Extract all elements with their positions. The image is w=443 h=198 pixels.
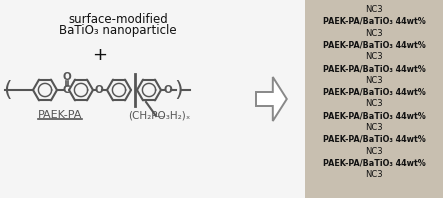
- Text: (: (: [3, 80, 12, 100]
- Text: PAEK-PA/BaTiO₃ 44wt%: PAEK-PA/BaTiO₃ 44wt%: [323, 40, 425, 49]
- Text: PAEK-PA/BaTiO₃ 44wt%: PAEK-PA/BaTiO₃ 44wt%: [323, 158, 425, 167]
- Text: NC3: NC3: [365, 29, 383, 38]
- Text: PAEK-PA: PAEK-PA: [38, 110, 82, 120]
- Text: O: O: [95, 85, 103, 95]
- Text: NC3: NC3: [365, 170, 383, 179]
- Text: surface-modified: surface-modified: [68, 13, 168, 26]
- Text: O: O: [62, 72, 71, 82]
- Text: NC3: NC3: [365, 76, 383, 85]
- Text: BaTiO₃ nanoparticle: BaTiO₃ nanoparticle: [59, 24, 177, 37]
- Bar: [305, 0, 443, 198]
- Text: (CH₂PO₃H₂)ₓ: (CH₂PO₃H₂)ₓ: [128, 110, 190, 120]
- Text: C: C: [62, 85, 70, 95]
- Text: +: +: [93, 46, 108, 64]
- Text: NC3: NC3: [365, 99, 383, 108]
- Text: NC3: NC3: [365, 147, 383, 156]
- Text: PAEK-PA/BaTiO₃ 44wt%: PAEK-PA/BaTiO₃ 44wt%: [323, 111, 425, 120]
- Text: PAEK-PA/BaTiO₃ 44wt%: PAEK-PA/BaTiO₃ 44wt%: [323, 135, 425, 144]
- Text: PAEK-PA/BaTiO₃ 44wt%: PAEK-PA/BaTiO₃ 44wt%: [323, 88, 425, 97]
- Text: PAEK-PA/BaTiO₃ 44wt%: PAEK-PA/BaTiO₃ 44wt%: [323, 64, 425, 73]
- Text: NC3: NC3: [365, 5, 383, 14]
- Text: ): ): [175, 80, 183, 100]
- Text: PAEK-PA/BaTiO₃ 44wt%: PAEK-PA/BaTiO₃ 44wt%: [323, 17, 425, 26]
- Text: O: O: [163, 85, 172, 95]
- Text: NC3: NC3: [365, 123, 383, 132]
- Polygon shape: [256, 77, 287, 121]
- Text: NC3: NC3: [365, 52, 383, 61]
